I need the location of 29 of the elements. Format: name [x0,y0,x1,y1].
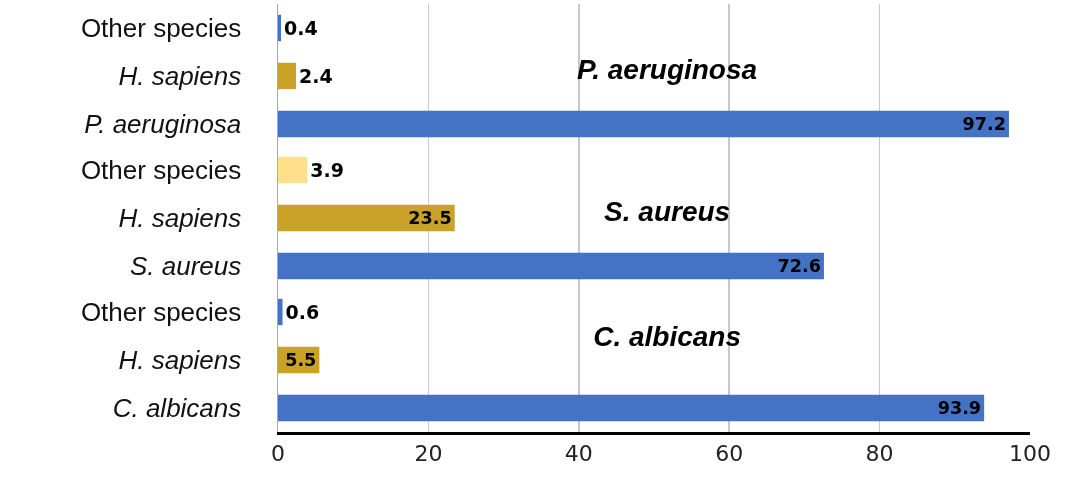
x-tick-label: 0 [271,441,285,467]
text: S. aureus [604,195,731,227]
y-tick-label: C. albicans [112,393,242,424]
x-tick-label: 60 [715,441,744,467]
text: C. albicans [593,320,742,352]
x-tick-label: 100 [1009,441,1051,467]
data-label: 97.2 [962,114,1006,135]
data-label: 5.5 [285,350,317,371]
data-label: 3.9 [310,159,344,181]
data-label: 23.5 [408,208,452,229]
bar [278,394,985,422]
x-tick-label: 80 [865,441,894,467]
x-tick-label: 40 [564,441,593,467]
text: P. aeruginosa [577,53,758,85]
y-tick-label: Other species [80,297,242,328]
data-label: 0.6 [285,301,320,323]
data-label: 2.4 [299,65,333,87]
y-tick-label: H. sapiens [118,61,242,92]
y-tick-label: P. aeruginosa [84,109,242,140]
x-tick-label: 20 [414,441,443,467]
y-tick-label: H. sapiens [118,203,242,234]
y-tick-label: S. aureus [130,251,242,282]
y-tick-label: H. sapiens [118,345,242,376]
y-tick-label: Other species [80,13,242,44]
bar [278,298,283,326]
data-label: 72.6 [777,256,821,277]
y-tick-label: Other species [80,155,242,186]
data-label: 0.4 [284,17,318,39]
data-label: 93.9 [937,398,982,419]
